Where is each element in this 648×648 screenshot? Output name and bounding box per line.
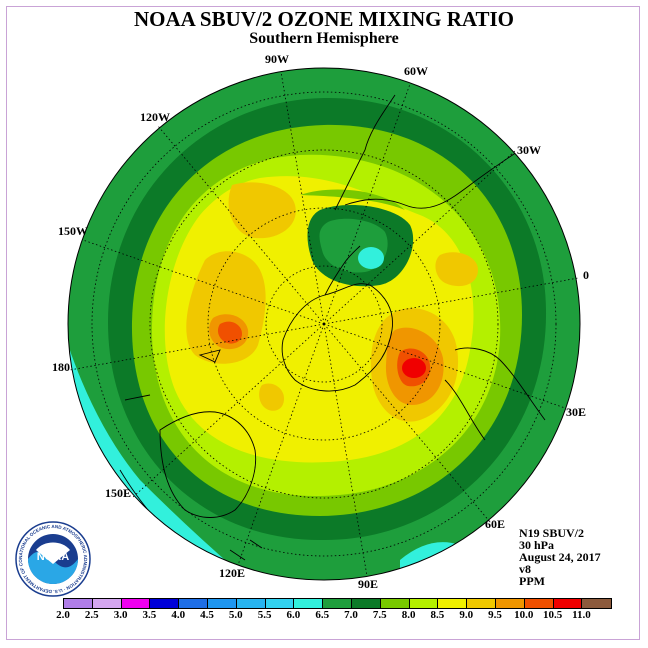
color-legend bbox=[63, 598, 613, 609]
legend-tick-label: 9.0 bbox=[459, 609, 474, 621]
legend-tick-label: 3.0 bbox=[113, 609, 128, 621]
legend-swatch bbox=[495, 599, 525, 608]
legend-swatch bbox=[236, 599, 266, 608]
legend-swatch bbox=[64, 599, 93, 608]
lon-label-120e: 120E bbox=[219, 566, 246, 580]
meridian-150w bbox=[82, 239, 325, 325]
map-title: NOAA SBUV/2 OZONE MIXING RATIO bbox=[134, 7, 514, 31]
figure-frame bbox=[6, 6, 640, 640]
legend-tick-label: 2.0 bbox=[56, 609, 70, 621]
legend-swatch bbox=[553, 599, 583, 608]
australia-coast bbox=[159, 411, 257, 518]
meridian-120e bbox=[237, 323, 325, 566]
legend-swatch bbox=[150, 599, 180, 608]
legend-tick-label: 5.5 bbox=[257, 609, 272, 621]
lon-label-30e: 30E bbox=[566, 405, 587, 419]
lon-label-150e: 150E bbox=[105, 486, 132, 500]
meridian-0 bbox=[323, 277, 579, 325]
lat-circle-60s bbox=[149, 149, 499, 499]
legend-swatch bbox=[323, 599, 352, 608]
meridian-60w bbox=[323, 83, 411, 325]
meridian-30e bbox=[323, 323, 566, 409]
noaa-logo: NATIONAL OCEANIC AND ATMOSPHERIC ADMINIS… bbox=[14, 520, 91, 597]
graticule bbox=[69, 71, 579, 577]
band-9-5-10-0-west bbox=[217, 321, 242, 344]
lon-label-180: 180 bbox=[52, 360, 70, 374]
version-label: v8 bbox=[519, 562, 531, 576]
legend-swatch bbox=[179, 599, 208, 608]
legend-swatch bbox=[438, 599, 468, 608]
logo-bird bbox=[36, 542, 70, 564]
lon-label-60w: 60W bbox=[404, 64, 428, 78]
lat-circle-80s bbox=[265, 265, 383, 383]
units-label: PPM bbox=[519, 574, 545, 588]
lon-label-150w: 150W bbox=[58, 224, 88, 238]
legend-tick-label: 4.5 bbox=[200, 609, 214, 621]
antarctic-peninsula bbox=[324, 245, 361, 296]
meridian-180 bbox=[69, 323, 325, 371]
legend-tick-label: 8.5 bbox=[430, 609, 445, 621]
lat-circle-70s bbox=[207, 207, 441, 441]
lon-label-90w: 90W bbox=[265, 52, 289, 66]
legend-tick-label: 8.0 bbox=[401, 609, 416, 621]
legend-tick-label: 7.5 bbox=[372, 609, 387, 621]
legend-swatch bbox=[467, 599, 496, 608]
legend-swatch bbox=[582, 599, 612, 608]
band-8-5-9-0-east bbox=[435, 252, 478, 287]
lat-circle-50s bbox=[91, 91, 557, 557]
legend-tick-label: 10.5 bbox=[542, 609, 563, 621]
legend-swatch bbox=[524, 599, 554, 608]
antarctica-coast bbox=[281, 283, 393, 392]
band-8-5-9-0-north bbox=[228, 182, 296, 239]
legend-swatch bbox=[207, 599, 237, 608]
islands bbox=[124, 349, 221, 401]
legend-swatch bbox=[92, 599, 122, 608]
map-subtitle: Southern Hemisphere bbox=[249, 30, 399, 47]
legend-tick-label: 3.5 bbox=[142, 609, 157, 621]
legend-tick-label: 5.0 bbox=[228, 609, 243, 621]
legend-tick-label: 6.5 bbox=[315, 609, 330, 621]
meridian-90e bbox=[323, 323, 368, 577]
lon-label-90e: 90E bbox=[358, 577, 379, 591]
legend-swatch bbox=[294, 599, 324, 608]
legend-tick-label: 4.0 bbox=[171, 609, 186, 621]
metadata-block: N19 SBUV/2 30 hPa August 24, 2017 v8 PPM bbox=[519, 527, 601, 587]
band-8-5-9-0-south bbox=[259, 383, 285, 411]
legend-tick-label: 10.0 bbox=[514, 609, 534, 621]
lon-label-30w: 30W bbox=[517, 143, 541, 157]
legend-swatch bbox=[409, 599, 439, 608]
meridian-90w bbox=[280, 71, 325, 325]
band-10-0-10-5 bbox=[402, 358, 426, 378]
lon-label-0: 0 bbox=[583, 268, 589, 282]
low-ozone-cell-core bbox=[358, 247, 384, 269]
lon-label-120w: 120W bbox=[140, 110, 170, 124]
legend-swatch bbox=[121, 599, 151, 608]
south-america-coast bbox=[334, 94, 521, 211]
meridian-60e bbox=[323, 323, 491, 523]
pressure-level-label: 30 hPa bbox=[519, 538, 555, 552]
legend-tick-label: 9.5 bbox=[488, 609, 502, 621]
lon-label-60e: 60E bbox=[485, 517, 506, 531]
legend-tick-label: 7.0 bbox=[344, 609, 358, 621]
legend-tick-label: 2.5 bbox=[84, 609, 99, 621]
legend-tick-label: 6.0 bbox=[286, 609, 301, 621]
logo-text: NOAA bbox=[37, 551, 69, 563]
africa-coast bbox=[444, 347, 546, 441]
legend-swatch bbox=[351, 599, 381, 608]
legend-swatch bbox=[265, 599, 295, 608]
legend-tick-label: 11.0 bbox=[572, 609, 591, 621]
satellite-label: N19 SBUV/2 bbox=[519, 526, 585, 540]
band-7-0-7-5-north bbox=[300, 189, 405, 210]
legend-swatch bbox=[380, 599, 410, 608]
logo-wave bbox=[28, 551, 78, 584]
map-boundary bbox=[67, 67, 581, 581]
date-label: August 24, 2017 bbox=[519, 550, 601, 564]
ozone-field bbox=[68, 68, 580, 580]
meridian-120w bbox=[157, 125, 325, 325]
